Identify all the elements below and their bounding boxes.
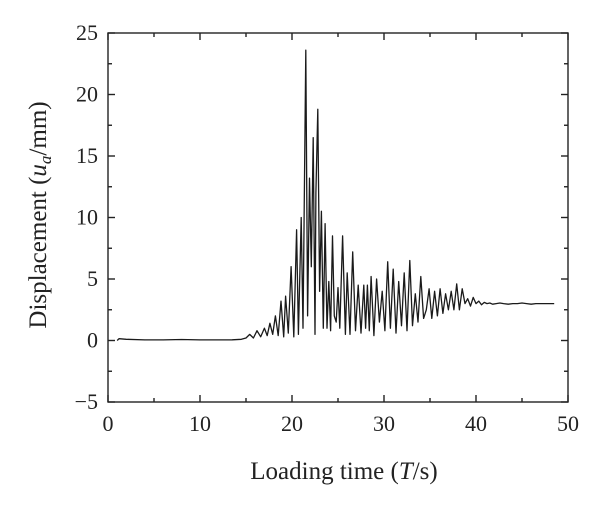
y-tick-label: 10 [76, 205, 98, 230]
y-tick-label: 25 [76, 20, 98, 45]
y-tick-label: 0 [87, 328, 98, 353]
x-tick-label: 30 [373, 411, 395, 436]
x-axis-title: Loading time (T/s) [250, 458, 437, 485]
y-tick-label: 15 [76, 143, 98, 168]
x-tick-label: 40 [465, 411, 487, 436]
series-line [116, 49, 555, 341]
y-axis-title: Displacement (ua/mm) [25, 101, 55, 328]
y-tick-label: −5 [75, 389, 98, 414]
axis-ticks [107, 32, 569, 403]
x-tick-label: 50 [557, 411, 579, 436]
x-tick-label: 20 [281, 411, 303, 436]
y-tick-label: 20 [76, 82, 98, 107]
x-tick-label: 0 [103, 411, 114, 436]
x-tick-label: 10 [189, 411, 211, 436]
plot-frame [107, 32, 569, 403]
y-tick-label: 5 [87, 266, 98, 291]
